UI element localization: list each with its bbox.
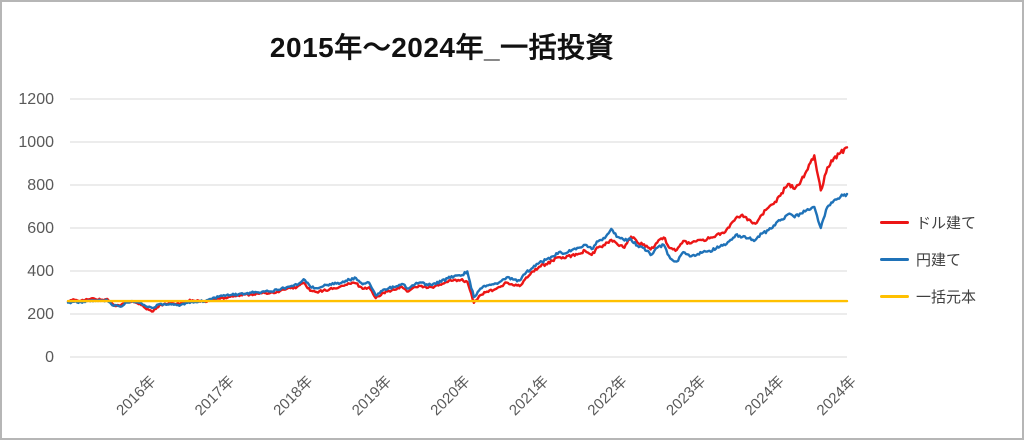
series-line-1 <box>66 192 849 310</box>
series-line-0 <box>66 146 849 313</box>
y-tick-label: 1200 <box>18 91 54 108</box>
chart-title: 2015年～2024年_一括投資 <box>269 32 615 63</box>
jpy-line-swatch-icon <box>880 257 909 261</box>
legend-label-usd: ドル建て <box>916 214 977 232</box>
y-tick-label: 600 <box>27 220 54 237</box>
principal-line-swatch-icon <box>880 294 909 298</box>
x-tick-label: 2021年 <box>506 373 552 419</box>
y-tick-label: 200 <box>27 306 54 323</box>
x-tick-label: 2024年 <box>742 373 788 419</box>
x-tick-label: 2022年 <box>584 373 630 419</box>
y-tick-label: 400 <box>27 263 54 280</box>
x-tick-label: 2016年 <box>113 373 159 419</box>
x-tick-label: 2019年 <box>349 373 395 419</box>
usd-line-swatch-icon <box>880 220 909 224</box>
x-tick-label: 2023年 <box>663 373 709 419</box>
x-tick-label: 2018年 <box>270 373 316 419</box>
y-tick-label: 800 <box>27 177 54 194</box>
legend-item-principal: 一括元本 <box>880 284 976 308</box>
x-tick-label: 2024年 <box>814 373 860 419</box>
legend-item-usd: ドル建て <box>880 210 976 234</box>
legend-label-principal: 一括元本 <box>916 288 977 306</box>
y-tick-label: 0 <box>45 349 54 366</box>
y-tick-label: 1000 <box>18 134 54 151</box>
legend: ドル建て 円建て 一括元本 <box>880 210 976 321</box>
x-tick-label: 2020年 <box>427 373 473 419</box>
x-tick-label: 2017年 <box>192 373 238 419</box>
legend-label-jpy: 円建て <box>916 251 962 269</box>
legend-item-jpy: 円建て <box>880 247 976 271</box>
